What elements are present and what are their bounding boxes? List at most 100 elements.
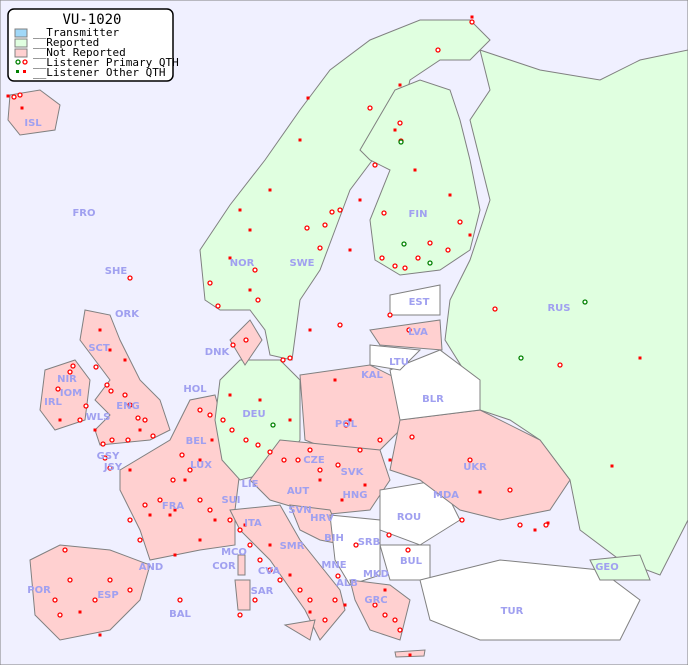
country-label-blr: BLR [422,394,444,405]
listener-primary-qth-marker [322,222,328,228]
listener-primary-qth-marker [317,467,323,473]
listener-primary-qth-marker [157,497,163,503]
listener-other-qth-marker [198,538,202,542]
country-finland [359,79,481,276]
listener-other-qth-marker [210,438,214,442]
country-label-mkd: MKD [363,569,389,580]
listener-other-qth-marker [123,358,127,362]
listener-primary-qth-marker [372,162,378,168]
listener-primary-qth-marker [343,422,349,428]
country-turkey [419,559,641,641]
listener-primary-qth-marker [135,415,141,421]
listener-other-qth-marker [448,193,452,197]
listener-primary-qth-marker [137,537,143,543]
country-ukraine [389,409,571,521]
listener-primary-qth-marker [427,240,433,246]
listener-other-qth-marker [358,198,362,202]
listener-primary-qth-marker [543,522,549,528]
listener-primary-qth-marker [62,547,68,553]
listener-primary-qth-marker [125,437,131,443]
country-italy [229,504,346,641]
country-label-lva: LVA [408,327,428,338]
legend-reported: __Reported [33,36,99,49]
country-label-nor: NOR [230,258,255,269]
listener-primary-qth-marker [220,417,226,423]
listener-primary-qth-marker [187,467,193,473]
listener-other-qth-marker [173,553,177,557]
country-label-est: EST [409,297,430,308]
country-label-srb: SRB [358,537,381,548]
primary-qth-green-icon [15,59,21,65]
listener-primary-qth-marker [107,465,113,471]
country-label-mco: MCO [221,547,247,558]
other-qth-red-icon [23,70,26,73]
listener-primary-qth-marker [392,617,398,623]
listener-primary-qth-marker [104,382,110,388]
listener-primary-qth-marker [304,225,310,231]
listener-primary-qth-marker [255,442,261,448]
country-estonia [389,284,441,316]
country-label-geo: GEO [595,562,619,573]
country-poland [299,364,401,451]
country-label-mne: MNE [321,560,346,571]
listener-other-qth-marker [98,328,102,332]
listener-primary-qth-marker [17,92,23,98]
listener-primary-qth-marker [70,363,76,369]
country-latvia [369,319,443,351]
country-label-esp: ESP [97,590,118,601]
listener-primary-qth-marker [92,597,98,603]
listener-primary-qth-marker [307,447,313,453]
listener-primary-qth-marker [270,422,276,428]
country-label-cze: CZE [303,455,325,466]
country-georgia [589,554,651,581]
listener-primary-qth-marker [55,386,61,392]
listener-other-qth-marker [298,138,302,142]
listener-primary-qth-marker [52,597,58,603]
listener-primary-qth-marker [295,457,301,463]
country-label-nir: NIR [57,374,77,385]
country-label-rou: ROU [397,512,421,523]
country-label-dnk: DNK [205,347,231,358]
listener-other-qth-marker [306,96,310,100]
listener-primary-qth-marker [57,612,63,618]
country-label-sct: SCT [88,343,110,354]
listener-primary-qth-marker [11,94,17,100]
listener-primary-qth-marker [397,120,403,126]
reported-swatch [14,38,28,48]
listener-other-qth-marker [20,106,24,110]
listener-primary-qth-marker [197,497,203,503]
listener-primary-qth-marker [367,105,373,111]
listener-primary-qth-marker [402,265,408,271]
listener-primary-qth-marker [372,602,378,608]
listener-other-qth-marker [478,490,482,494]
listener-primary-qth-marker [102,455,108,461]
listener-primary-qth-marker [83,403,89,409]
listener-other-qth-marker [288,418,292,422]
country-label-gsy: GSY [97,451,120,462]
listener-primary-qth-marker [277,577,283,583]
listener-primary-qth-marker [237,612,243,618]
listener-other-qth-marker [546,521,550,525]
country-label-alb: ALB [336,578,358,589]
listener-other-qth-marker [318,478,322,482]
listener-other-qth-marker [308,328,312,332]
listener-primary-qth-marker [582,299,588,305]
country-label-isl: ISL [24,118,42,129]
country-label-tur: TUR [501,606,524,617]
country-label-hol: HOL [183,384,207,395]
listener-primary-qth-marker [67,369,73,375]
listener-primary-qth-marker [142,502,148,508]
listener-primary-qth-marker [207,507,213,513]
listener-other-qth-marker [128,468,132,472]
listener-primary-qth-marker [179,452,185,458]
country-lithuania [369,344,422,371]
listener-other-qth-marker [138,428,142,432]
country-label-aut: AUT [287,486,310,497]
listener-other-qth-marker [243,523,247,527]
listener-primary-qth-marker [257,557,263,563]
listener-primary-qth-marker [170,477,176,483]
country-label-rus: RUS [547,303,570,314]
listener-other-qth-marker [638,356,642,360]
country-label-bel: BEL [186,436,207,447]
